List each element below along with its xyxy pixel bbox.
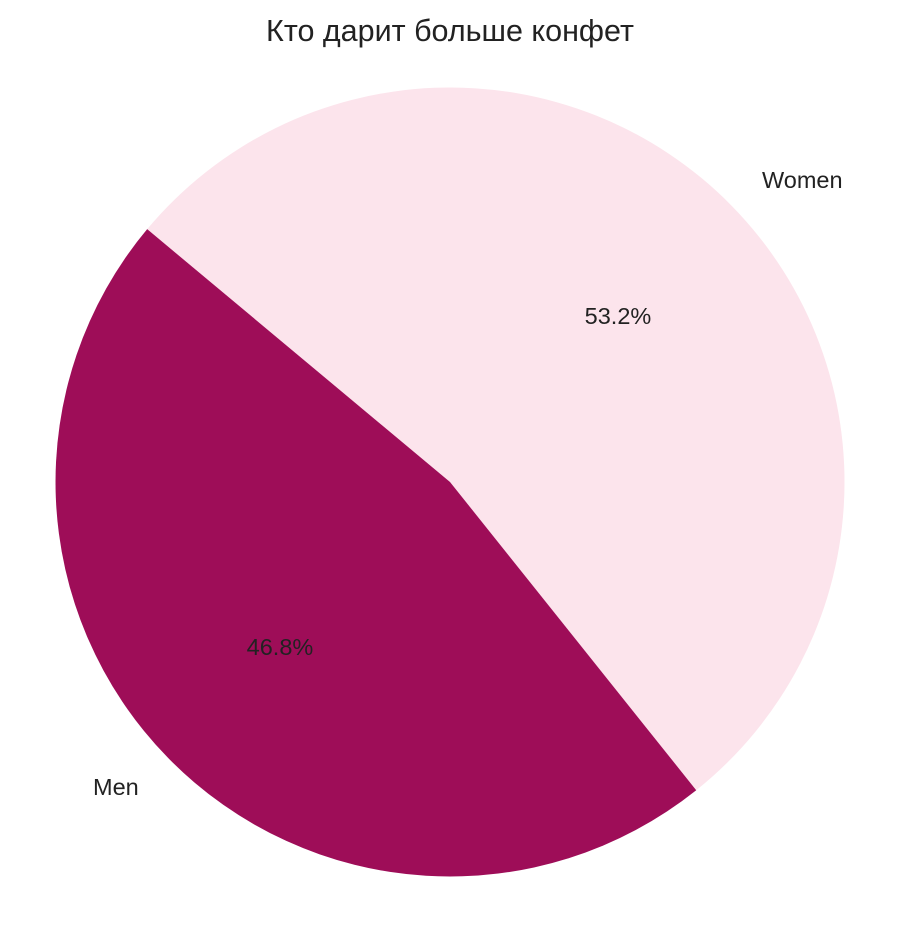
svg-text:Men: Men [93,774,139,800]
svg-text:Women: Women [762,167,843,193]
svg-text:53.2%: 53.2% [585,303,652,329]
svg-text:46.8%: 46.8% [247,634,314,660]
